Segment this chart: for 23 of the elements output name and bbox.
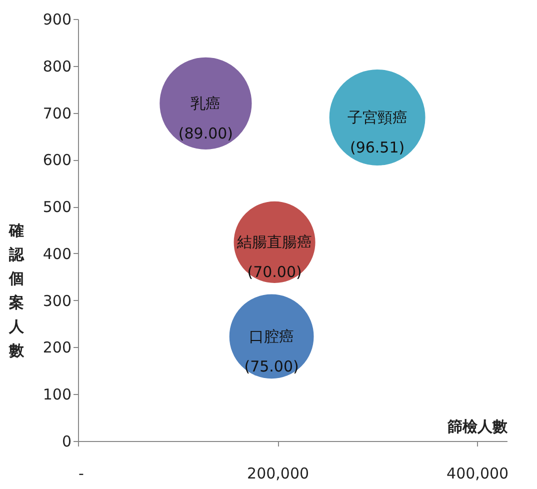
- y-tick-label: 800: [42, 57, 72, 76]
- y-tick-label: 500: [42, 198, 72, 216]
- data-label: (96.51): [350, 138, 405, 156]
- series-label: 結腸直腸癌: [236, 233, 312, 252]
- data-label: (75.00): [244, 357, 299, 376]
- y-tick-label: 0: [62, 432, 72, 450]
- x-axis-title: 篩檢人數: [446, 418, 508, 436]
- series-label: 子宮頸癌: [347, 108, 408, 126]
- x-tick-label: -: [78, 464, 84, 482]
- data-label: (70.00): [247, 263, 302, 282]
- series-label: 乳癌: [190, 94, 221, 112]
- x-tick-label: 200,000: [247, 464, 310, 482]
- series-label: 口腔癌: [249, 327, 294, 346]
- y-tick-label: 700: [42, 104, 72, 122]
- y-axis-title: 確認個案人數: [8, 222, 25, 360]
- y-tick-label: 200: [42, 338, 72, 357]
- x-tick-label: 400,000: [446, 464, 509, 482]
- y-tick-label: 600: [42, 151, 72, 170]
- data-label: (89.00): [178, 124, 234, 142]
- y-tick-label: 400: [42, 244, 72, 263]
- y-tick-label: 100: [42, 386, 72, 404]
- y-tick-label: 900: [42, 10, 72, 28]
- y-tick-label: 300: [42, 292, 72, 310]
